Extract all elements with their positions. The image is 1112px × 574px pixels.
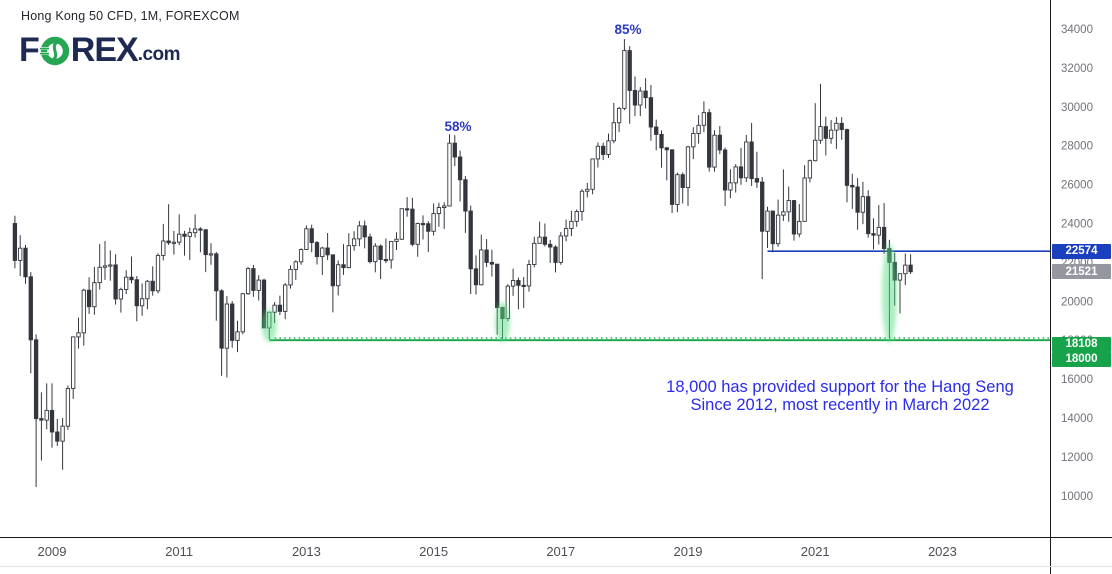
support-note-line1: 18,000 has provided support for the Hang… bbox=[666, 378, 1014, 396]
x-tick-label: 2023 bbox=[928, 544, 957, 559]
logo-letter-f: F bbox=[19, 31, 40, 69]
x-tick-label: 2019 bbox=[674, 544, 703, 559]
y-tick-label: 30000 bbox=[1061, 102, 1093, 114]
y-tick-label: 14000 bbox=[1061, 413, 1093, 425]
price-badge-level-22574: 22574 bbox=[1052, 243, 1111, 259]
support-note-line2: Since 2012, most recently in March 2022 bbox=[690, 395, 990, 414]
highlight-ellipse-2012-06 bbox=[261, 309, 277, 343]
y-tick-label: 20000 bbox=[1061, 296, 1093, 308]
x-tick-label: 2013 bbox=[292, 544, 321, 559]
time-axis[interactable]: 2009 2011 2013 2015 2017 2019 2021 2023 bbox=[38, 544, 957, 559]
y-tick-label: 24000 bbox=[1061, 219, 1093, 231]
price-badge-last-21521: 21521 bbox=[1052, 264, 1111, 280]
x-tick-label: 2021 bbox=[801, 544, 830, 559]
x-tick-label: 2009 bbox=[38, 544, 67, 559]
y-tick-label: 34000 bbox=[1061, 24, 1093, 36]
forex-logo: F REX .com bbox=[19, 31, 181, 70]
y-tick-label: 16000 bbox=[1061, 374, 1093, 386]
support-touch-highlights bbox=[261, 243, 897, 344]
x-tick-label: 2017 bbox=[546, 544, 575, 559]
x-tick-label: 2011 bbox=[165, 544, 193, 559]
price-badge-support-18000: 18000 bbox=[1052, 351, 1111, 367]
candlestick-series bbox=[12, 39, 913, 488]
x-tick-label: 2015 bbox=[419, 544, 448, 559]
logo-dotcom: .com bbox=[137, 44, 181, 65]
highlight-ellipse-2022-03 bbox=[881, 243, 897, 344]
level-lines bbox=[269, 250, 1050, 342]
y-tick-label: 32000 bbox=[1061, 63, 1093, 75]
forex-globe-icon bbox=[39, 36, 69, 65]
highlight-ellipse-2016-02 bbox=[495, 302, 510, 343]
y-tick-label: 26000 bbox=[1061, 180, 1093, 192]
support-note: 18,000 has provided support for the Hang… bbox=[650, 378, 1030, 414]
retracement-label-2018: 85% bbox=[614, 22, 642, 37]
logo-letters-rex: REX bbox=[70, 31, 139, 69]
retracement-label-2015: 58% bbox=[444, 119, 472, 134]
y-tick-label: 10000 bbox=[1061, 491, 1093, 503]
y-tick-label: 12000 bbox=[1061, 452, 1093, 464]
price-badge-support-18108: 18108 bbox=[1052, 336, 1111, 352]
symbol-title: Hong Kong 50 CFD, 1M, FOREXCOM bbox=[21, 9, 240, 23]
y-tick-label: 28000 bbox=[1061, 141, 1093, 153]
